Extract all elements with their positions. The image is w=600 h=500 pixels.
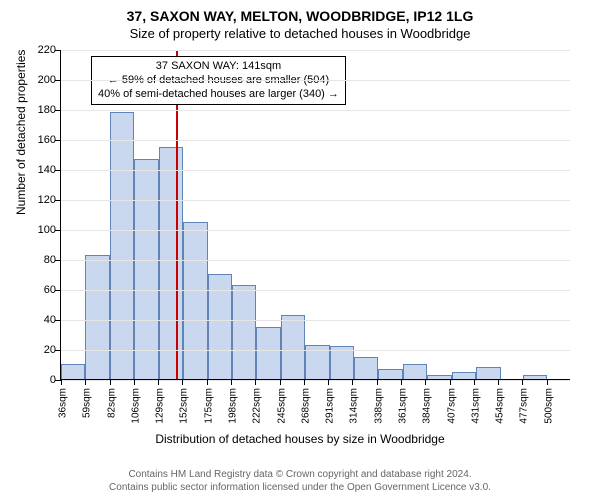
x-tick-label: 454sqm [495,388,506,424]
y-tick-label: 80 [44,254,56,266]
bar [110,112,134,379]
x-tick-label: 338sqm [373,388,384,424]
y-tick-label: 60 [44,284,56,296]
bar [134,159,158,380]
bar [61,364,85,379]
footer-line1: Contains HM Land Registry data © Crown c… [0,468,600,481]
x-tick [231,379,232,385]
grid-line [61,80,570,81]
bar [523,375,547,380]
x-tick [134,379,135,385]
y-tick-label: 0 [50,374,56,386]
y-axis-label: Number of detached properties [14,50,28,215]
bar [183,222,207,380]
x-tick [352,379,353,385]
x-tick [425,379,426,385]
x-tick-label: 106sqm [130,388,141,424]
bar [256,327,280,380]
bar [427,375,451,380]
x-tick [85,379,86,385]
bar [159,147,183,380]
grid-line [61,320,570,321]
footer: Contains HM Land Registry data © Crown c… [0,468,600,494]
y-tick-label: 40 [44,314,56,326]
grid-line [61,200,570,201]
bar [452,372,476,380]
page-title-line1: 37, SAXON WAY, MELTON, WOODBRIDGE, IP12 … [0,0,600,24]
x-tick [304,379,305,385]
x-tick [377,379,378,385]
footer-line2: Contains public sector information licen… [0,481,600,494]
y-tick-label: 160 [38,134,56,146]
y-tick-label: 200 [38,74,56,86]
x-tick-label: 36sqm [58,388,69,418]
x-tick-label: 291sqm [325,388,336,424]
x-tick-label: 222sqm [252,388,263,424]
x-tick [110,379,111,385]
grid-line [61,110,570,111]
x-tick-label: 384sqm [422,388,433,424]
grid-line [61,380,570,381]
bar [378,369,402,380]
x-tick-label: 129sqm [155,388,166,424]
bar [354,357,378,380]
annotation-line3: 40% of semi-detached houses are larger (… [98,88,339,102]
annotation-line1: 37 SAXON WAY: 141sqm [98,60,339,74]
grid-line [61,350,570,351]
x-tick-label: 268sqm [300,388,311,424]
x-tick-label: 500sqm [543,388,554,424]
bar [403,364,427,379]
x-tick-label: 245sqm [276,388,287,424]
x-tick [255,379,256,385]
x-tick [158,379,159,385]
x-tick-label: 431sqm [470,388,481,424]
x-tick [328,379,329,385]
grid-line [61,140,570,141]
grid-line [61,230,570,231]
grid-line [61,170,570,171]
x-tick [522,379,523,385]
x-tick-label: 59sqm [82,388,93,418]
x-tick [280,379,281,385]
x-tick-label: 477sqm [519,388,530,424]
x-tick [61,379,62,385]
x-tick-label: 314sqm [349,388,360,424]
plot-area: 37 SAXON WAY: 141sqm ← 59% of detached h… [60,50,570,380]
grid-line [61,260,570,261]
bar [476,367,500,379]
bar [232,285,256,380]
y-tick-label: 100 [38,224,56,236]
x-tick-label: 82sqm [106,388,117,418]
y-tick-label: 120 [38,194,56,206]
y-tick-label: 180 [38,104,56,116]
x-tick [182,379,183,385]
x-tick-label: 152sqm [179,388,190,424]
y-tick-label: 20 [44,344,56,356]
x-tick-label: 361sqm [398,388,409,424]
x-tick [547,379,548,385]
y-tick-label: 220 [38,44,56,56]
y-tick-label: 140 [38,164,56,176]
chart-container: 37 SAXON WAY: 141sqm ← 59% of detached h… [60,50,570,420]
x-tick-label: 407sqm [446,388,457,424]
x-tick [498,379,499,385]
grid-line [61,290,570,291]
x-tick [474,379,475,385]
x-axis-label: Distribution of detached houses by size … [0,432,600,446]
bar [85,255,109,380]
x-tick [401,379,402,385]
page-title-line2: Size of property relative to detached ho… [0,24,600,41]
x-tick [207,379,208,385]
x-tick-label: 175sqm [203,388,214,424]
x-tick-label: 198sqm [228,388,239,424]
grid-line [61,50,570,51]
bar [281,315,305,380]
x-tick [450,379,451,385]
